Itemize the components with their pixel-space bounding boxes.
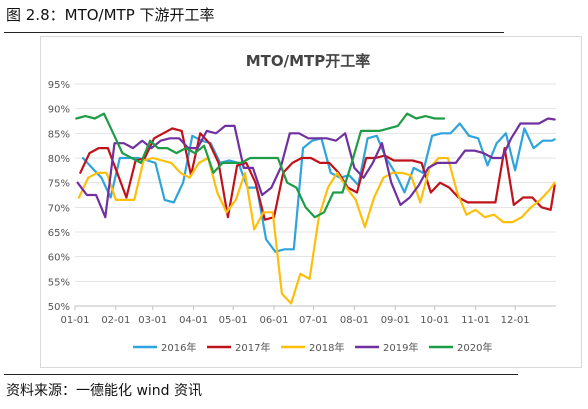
y-tick-label: 95% [48, 80, 70, 91]
y-tick-label: 80% [48, 154, 70, 165]
y-tick-label: 90% [48, 105, 70, 116]
chart-title: MTO/MTP开工率 [246, 52, 371, 70]
x-axis: 01-01 02-01 03-01 04-01 05-01 06-01 07-01 08-01… [60, 305, 556, 326]
y-tick-label: 55% [48, 277, 70, 288]
x-tick-label: 09-01 [381, 315, 410, 326]
y-tick-label: 50% [48, 302, 70, 313]
x-tick-label: 04-01 [179, 315, 208, 326]
figure-caption: 图 2.8：MTO/MTP 下游开工率 [6, 6, 215, 24]
series-lines [75, 112, 556, 305]
source-divider [4, 374, 518, 375]
y-tick-label: 85% [48, 129, 70, 140]
y-tick-label: 70% [48, 203, 70, 214]
x-tick-label: 05-01 [219, 315, 248, 326]
x-tick-label: 07-01 [299, 315, 328, 326]
source-note: 资料来源：一德能化 wind 资讯 [6, 383, 202, 399]
x-tick-label: 03-01 [138, 315, 167, 326]
legend-label-2018: 2018年 [309, 341, 344, 354]
legend-label-2016: 2016年 [161, 341, 196, 354]
legend-label-2020: 2020年 [457, 341, 492, 354]
x-tick-label: 11-01 [461, 315, 490, 326]
x-tick-label: 08-01 [340, 315, 369, 326]
series-line-2018 [77, 156, 556, 305]
y-tick-label: 65% [48, 228, 70, 239]
y-tick-label: 60% [48, 253, 70, 264]
legend: 2016年 2017年 2018年 2019年 2020年 [133, 341, 492, 354]
series-line-2019 [76, 117, 556, 219]
series-line-2017 [79, 127, 556, 221]
caption-divider [4, 32, 504, 33]
x-tick-label: 02-01 [101, 315, 130, 326]
series-line-2020 [75, 112, 446, 219]
gridlines [75, 83, 556, 307]
x-tick-label: 01-01 [60, 315, 89, 326]
x-tick-label: 12-01 [501, 315, 530, 326]
chart-panel [40, 36, 582, 368]
y-axis-tick-labels: 50% 55% 60% 65% 70% 75% 80% 85% 90% 95% [48, 80, 70, 313]
x-tick-label: 06-01 [259, 315, 288, 326]
legend-label-2017: 2017年 [235, 341, 270, 354]
legend-label-2019: 2019年 [383, 341, 418, 354]
x-tick-label: 10-01 [420, 315, 449, 326]
y-tick-label: 75% [48, 179, 70, 190]
